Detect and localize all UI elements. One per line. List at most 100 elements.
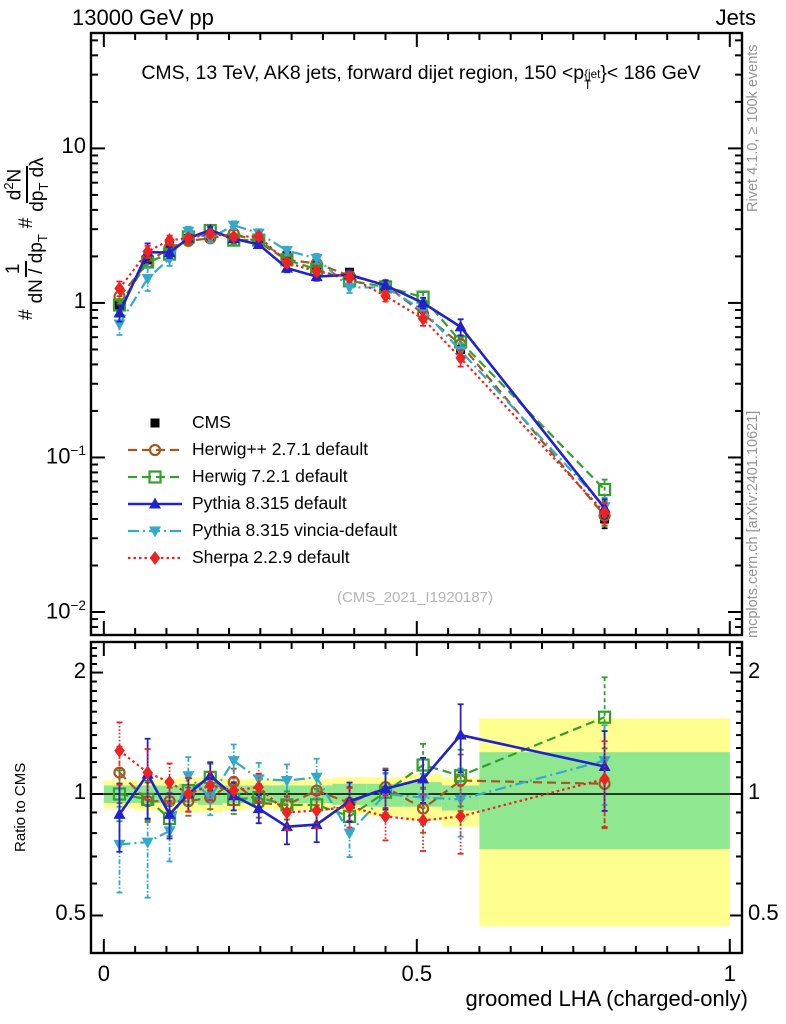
marker-main — [417, 311, 429, 326]
uncertainty-bands — [103, 718, 730, 927]
series-line-ratio — [119, 759, 605, 846]
marker-ratio — [227, 756, 240, 768]
series-line-main — [118, 224, 606, 508]
marker-main — [598, 482, 612, 497]
marker-main — [205, 226, 216, 241]
rivet-version-label: Rivet 4.1.0, ≥ 100k events — [745, 44, 761, 212]
x-tick-label: 1 — [723, 961, 736, 986]
ylabel-frac2-den: dpT dλ — [27, 157, 52, 212]
marker-ratio — [163, 807, 176, 819]
ratio-y-tick-label-right: 0.5 — [748, 900, 779, 926]
marker-ratio — [281, 805, 293, 820]
marker-ratio — [379, 782, 392, 794]
legend-label: Herwig++ 2.7.1 default — [192, 439, 369, 459]
series-line-main — [118, 228, 606, 509]
plot-title-supsub: {jet T — [584, 67, 601, 91]
plot-title-suffix: }< 186 GeV — [600, 62, 701, 84]
marker-ratio — [380, 809, 391, 824]
legend-marker — [149, 551, 161, 565]
legend — [128, 418, 182, 565]
series-line-ratio — [118, 733, 605, 828]
marker-main — [141, 273, 154, 285]
legend-marker — [150, 418, 160, 428]
marker-ratio — [344, 799, 355, 814]
ratio-y-tick-label: 1 — [73, 779, 86, 804]
ylabel-frac1-num: 1 — [3, 260, 27, 278]
marker-main — [164, 233, 175, 248]
marker-ratio — [252, 774, 265, 786]
mcplots-arxiv-label: mcplots.cern.ch [arXiv:2401.10621] — [745, 410, 761, 638]
plot-title-sup: {jet — [584, 67, 601, 81]
marker-main — [454, 320, 467, 332]
marker-ratio — [598, 760, 611, 772]
ratio-y-tick-label: 2 — [73, 657, 86, 683]
marker-main — [252, 237, 265, 249]
marker-main — [142, 244, 153, 259]
marker-main — [281, 255, 293, 270]
ratio-y-axis-label: Ratio to CMS — [12, 762, 29, 852]
axis-ticks — [91, 33, 742, 953]
analysis-id-watermark: (CMS_2021_I1920187) — [337, 589, 493, 606]
series-line-main — [118, 232, 606, 517]
ratio-y-tick-label-right: 1 — [748, 779, 761, 804]
marker-ratio — [310, 772, 323, 784]
marker-main — [183, 231, 194, 246]
marker-ratio — [164, 775, 175, 790]
marker-ratio — [182, 771, 195, 783]
marker-ratio — [311, 803, 322, 818]
legend-marker — [149, 497, 161, 509]
x-axis-label: groomed LHA (charged-only) — [465, 986, 748, 1011]
marker-main — [417, 296, 430, 308]
marker-ratio — [114, 743, 125, 758]
header-analysis-type: Jets — [715, 5, 756, 30]
legend-label: Pythia 8.315 vincia-default — [192, 520, 398, 540]
ylabel-fraction-2: d2N dpT dλ — [1, 157, 52, 212]
marker-ratio — [599, 771, 610, 786]
legend-marker — [148, 443, 162, 457]
x-tick-label: 0 — [97, 961, 110, 986]
marker-main — [455, 351, 466, 366]
main-series-layer — [112, 220, 612, 530]
marker-ratio — [454, 728, 467, 740]
legend-marker — [148, 470, 162, 484]
marker-ratio — [417, 813, 429, 828]
marker-ratio — [204, 769, 217, 781]
main-panel-frame — [89, 31, 744, 637]
marker-ratio — [205, 778, 216, 793]
marker-ratio — [113, 807, 126, 819]
header-beam-energy: 13000 GeV pp — [72, 5, 214, 30]
plot-title-prefix: CMS, 13 TeV, AK8 jets, forward dijet reg… — [141, 62, 585, 84]
marker-main — [343, 282, 356, 294]
marker-ratio — [141, 837, 154, 849]
main-y-tick-label: 10−1 — [45, 443, 86, 469]
marker-main — [379, 278, 392, 290]
marker-main — [227, 220, 240, 232]
marker-main — [344, 270, 355, 285]
marker-ratio — [204, 793, 217, 805]
marker-main — [253, 229, 264, 244]
ratio-y-tick-label: 0.5 — [55, 900, 86, 926]
ylabel-frac2-num: d2N — [1, 165, 29, 204]
marker-ratio — [183, 787, 194, 802]
marker-ratio — [417, 772, 430, 784]
marker-main — [380, 288, 391, 303]
marker-main — [163, 254, 176, 266]
ratio-series-layer — [112, 676, 612, 899]
marker-main — [114, 281, 125, 296]
plot-title: CMS, 13 TeV, AK8 jets, forward dijet reg… — [96, 62, 746, 91]
marker-main — [280, 246, 293, 258]
marker-main — [163, 245, 176, 257]
marker-ratio — [252, 802, 265, 814]
ratio-y-tick-label-right: 2 — [748, 657, 761, 683]
marker-ratio — [280, 776, 293, 788]
marker-ratio — [455, 809, 466, 824]
x-tick-label: 0.5 — [401, 961, 433, 986]
marker-main — [311, 264, 322, 279]
ylabel-hash-2: # — [15, 217, 37, 229]
main-y-tick-label: 10 — [61, 133, 86, 159]
marker-ratio — [343, 828, 356, 840]
series-line-main — [118, 232, 606, 514]
marker-ratio — [598, 710, 612, 724]
